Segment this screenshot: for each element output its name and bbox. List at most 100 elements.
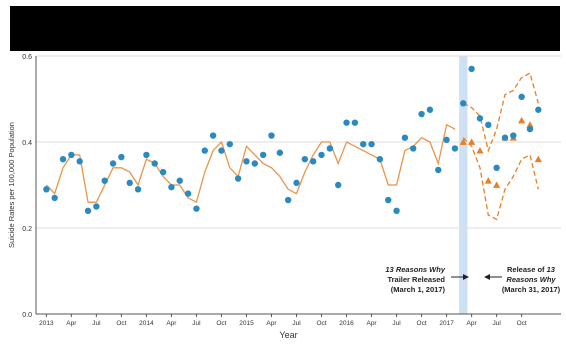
observed-point	[326, 145, 334, 152]
observed-point	[143, 151, 150, 159]
x-tick-label: Jul	[492, 320, 501, 327]
observed-point	[460, 100, 467, 107]
observed-point	[360, 140, 367, 148]
observed-point	[426, 106, 434, 113]
observed-point	[209, 132, 217, 139]
forecast-point	[476, 147, 484, 154]
observed-point	[234, 175, 242, 182]
forecast-point	[493, 181, 501, 188]
observed-point	[393, 207, 400, 214]
observed-point	[93, 203, 100, 210]
x-axis-title: Year	[279, 330, 297, 340]
x-tick-label: Apr	[467, 320, 478, 327]
observed-point	[184, 190, 192, 197]
x-tick-label: Jul	[192, 320, 201, 327]
observed-point	[118, 153, 125, 161]
observed-point	[259, 151, 267, 159]
x-tick-label: Oct	[517, 320, 527, 327]
observed-point	[84, 207, 92, 214]
observed-point	[193, 205, 200, 212]
x-tick-label: Oct	[116, 320, 126, 327]
x-tick-label: Oct	[216, 320, 226, 327]
observed-point	[43, 186, 50, 193]
observed-point	[101, 177, 108, 184]
observed-point	[284, 196, 292, 204]
x-tick-label: Apr	[266, 320, 277, 327]
observed-point	[501, 134, 509, 141]
forecast-point	[459, 138, 467, 145]
annotation-release-line3: (March 31, 2017)	[502, 285, 561, 294]
annotation-release-line2: Reasons Why	[506, 275, 556, 284]
observed-point	[226, 140, 233, 148]
observed-point	[109, 160, 117, 167]
x-tick-label: 2013	[39, 320, 54, 327]
observed-point	[493, 164, 500, 171]
y-tick-label: 0.6	[22, 54, 32, 61]
y-tick-label: 0.2	[22, 226, 32, 233]
y-tick-label: 0.0	[22, 312, 32, 319]
y-tick-label: 0.4	[22, 140, 32, 147]
forecast-point	[534, 155, 542, 163]
observed-point	[218, 147, 225, 154]
observed-point	[468, 65, 475, 73]
observed-point	[343, 119, 350, 126]
x-tick-label: Oct	[316, 320, 326, 327]
observed-point	[485, 121, 492, 128]
x-tick-label: Jul	[392, 320, 401, 327]
observed-point	[535, 106, 542, 113]
observed-point	[76, 158, 83, 165]
observed-point	[510, 132, 517, 139]
title-banner	[10, 6, 560, 51]
observed-point	[518, 93, 525, 101]
observed-point	[68, 151, 75, 159]
observed-point	[476, 115, 484, 122]
observed-point	[435, 166, 442, 174]
x-tick-label: Apr	[166, 320, 177, 327]
annotation-release-prefix: Release of	[507, 265, 547, 274]
x-tick-label: 2014	[139, 320, 154, 327]
observed-point	[368, 140, 375, 148]
observed-point	[385, 196, 392, 204]
x-tick-label: 2017	[439, 320, 454, 327]
observed-point	[301, 156, 309, 163]
observed-point	[51, 194, 58, 202]
observed-point	[309, 158, 317, 165]
annotation-release-number: 13	[547, 265, 556, 274]
observed-point	[201, 147, 208, 154]
observed-point	[126, 179, 133, 187]
x-tick-label: 2016	[339, 320, 354, 327]
annotation-release-line1: Release of 13	[507, 265, 556, 274]
x-tick-label: 2015	[239, 320, 254, 327]
observed-point	[376, 156, 384, 163]
observed-point	[168, 183, 175, 191]
observed-point	[451, 145, 459, 152]
observed-point	[526, 125, 534, 133]
observed-point	[176, 177, 183, 184]
annotation-trailer-line3: (March 1, 2017)	[391, 285, 446, 294]
observed-point	[318, 151, 325, 159]
observed-point	[134, 186, 142, 193]
observed-point	[334, 181, 342, 189]
arrow-trailer-head	[463, 274, 469, 280]
x-tick-label: Apr	[366, 320, 377, 327]
observed-point	[418, 110, 425, 118]
observed-point	[293, 179, 300, 187]
observed-point	[243, 158, 250, 165]
forecast-point	[518, 116, 526, 124]
observed-point	[443, 136, 450, 144]
forecast-point	[484, 177, 492, 184]
x-tick-label: Jul	[92, 320, 101, 327]
observed-point	[59, 156, 67, 163]
forecast-point	[468, 138, 476, 145]
y-axis-title: Suicide Rates per 100,000 Population	[7, 122, 16, 248]
observed-point	[276, 149, 284, 156]
x-tick-label: Apr	[66, 320, 77, 327]
fitted-line	[45, 123, 456, 204]
forecast-upper-bound	[462, 72, 539, 153]
observed-point	[251, 160, 259, 167]
observed-point	[410, 145, 417, 152]
forecast-point	[526, 121, 534, 128]
release-band	[459, 56, 468, 314]
